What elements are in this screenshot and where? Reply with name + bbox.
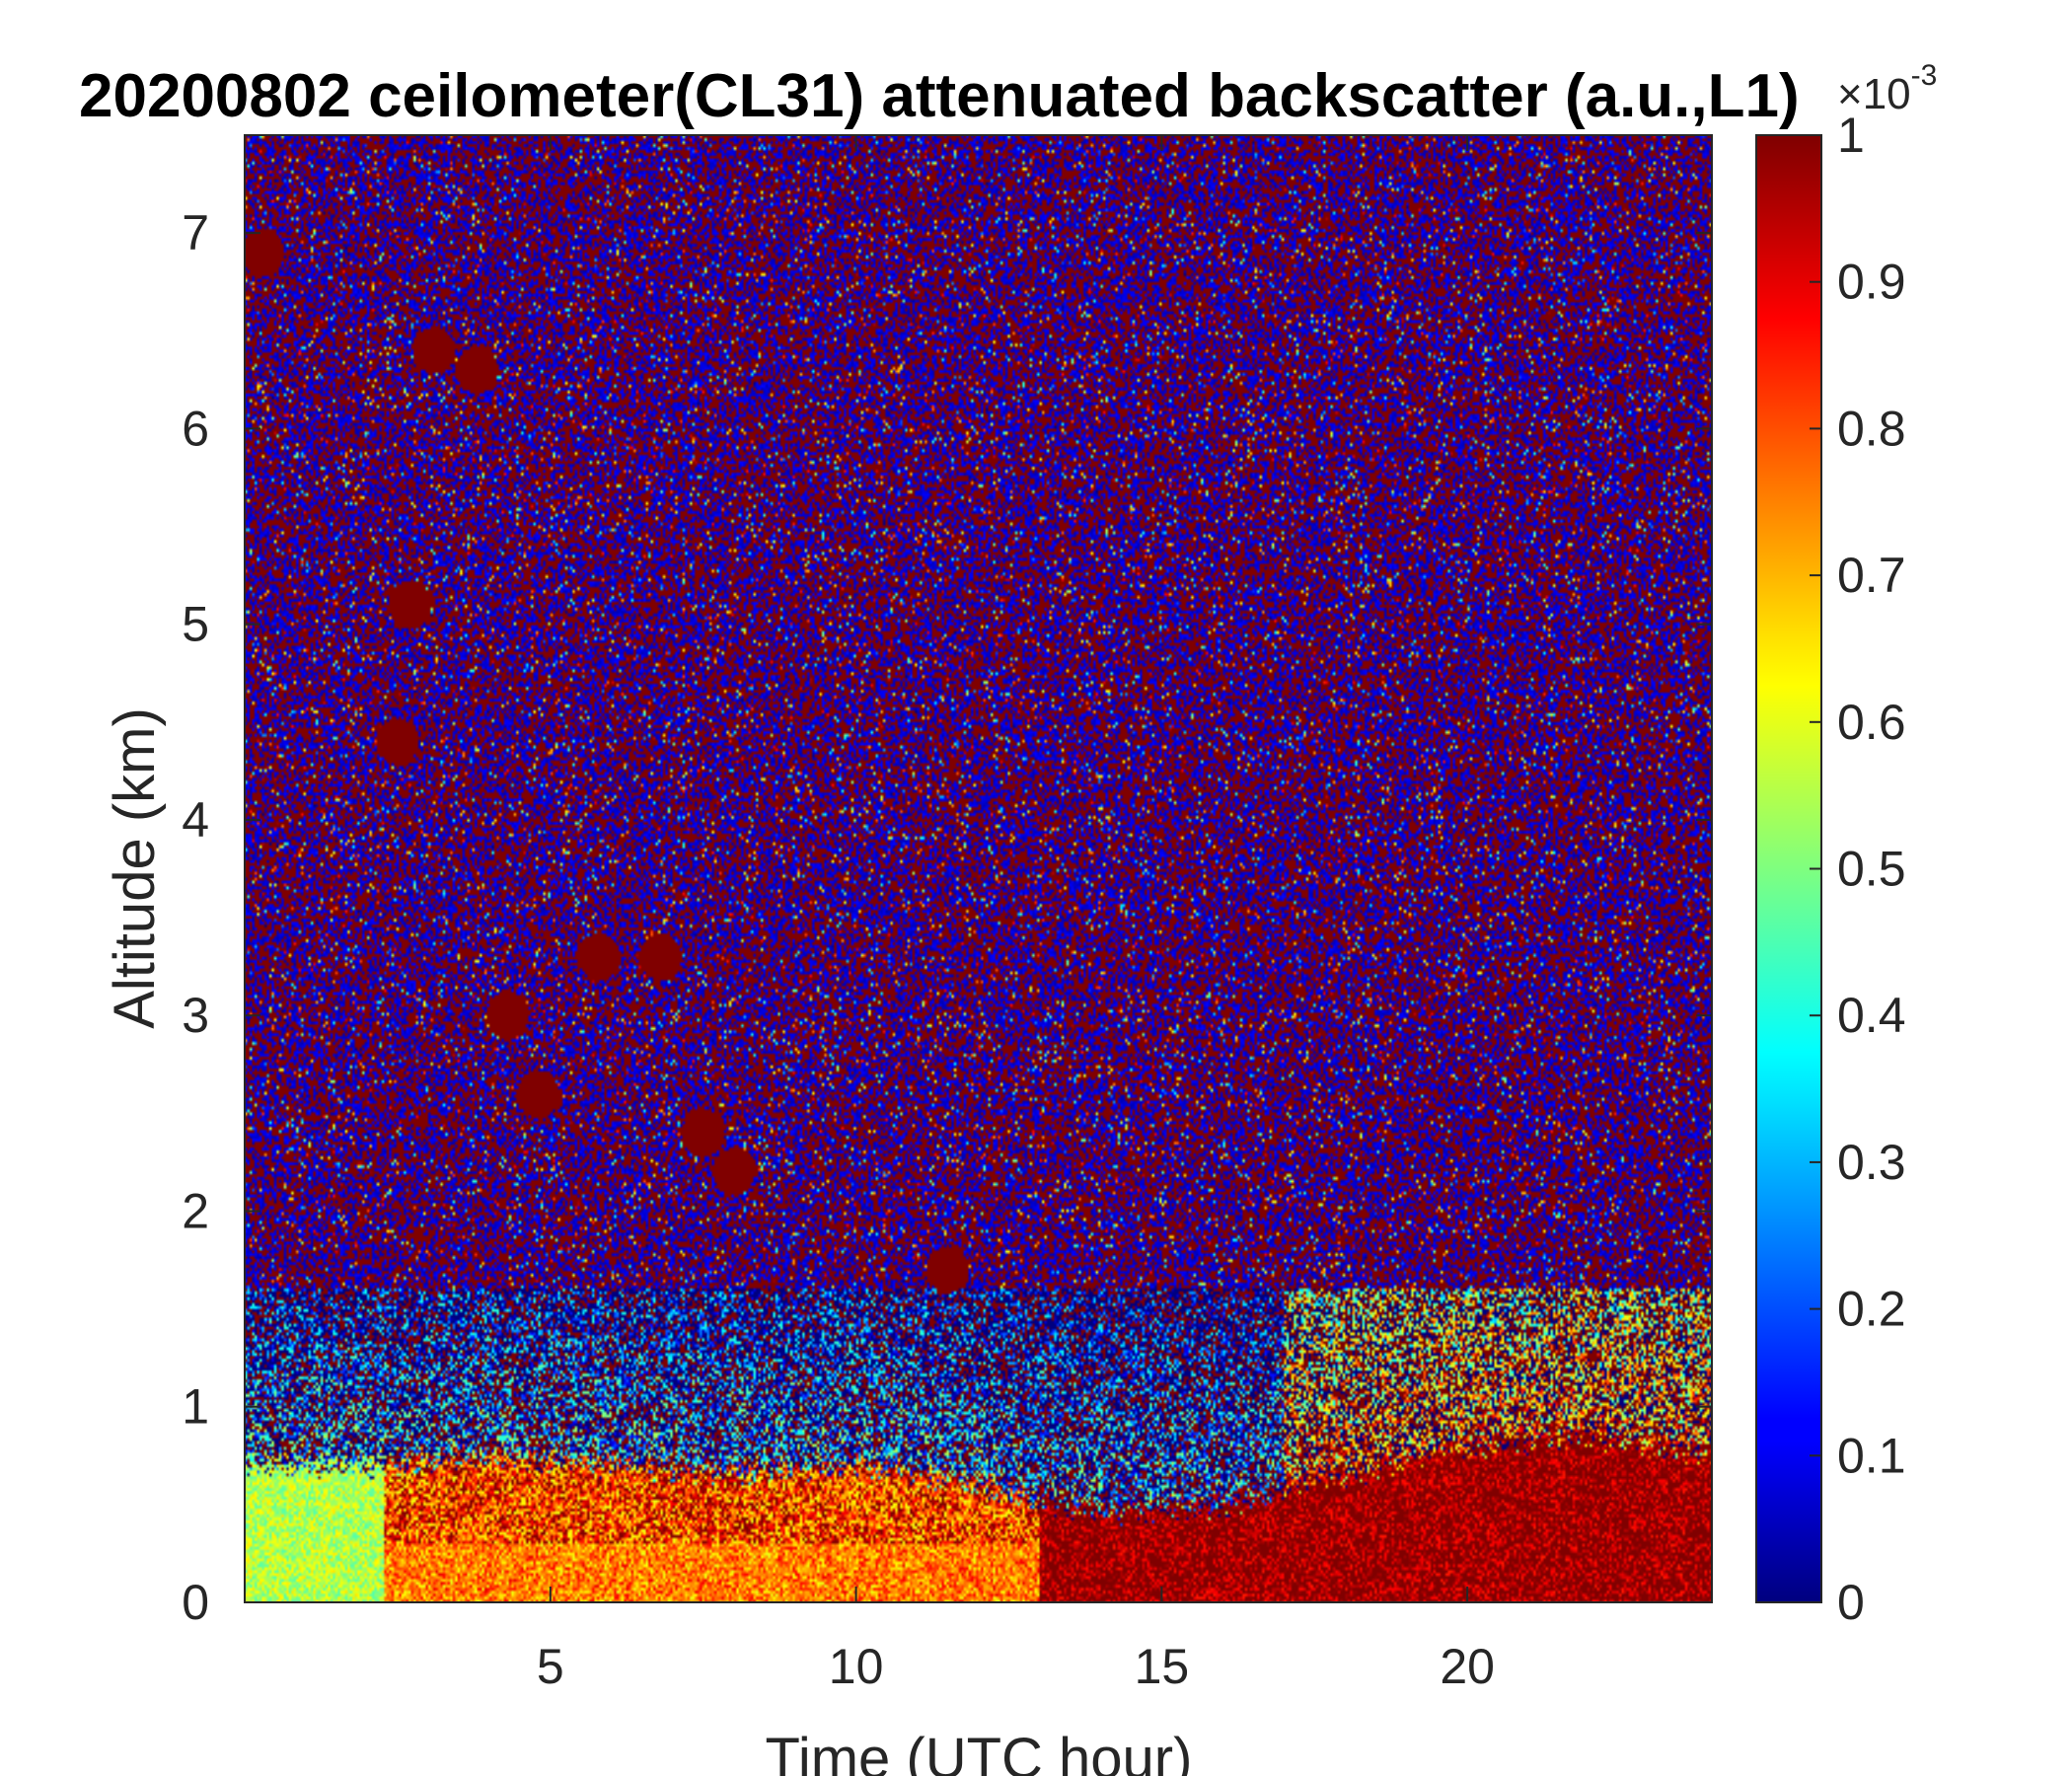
- colorbar-exponent-power: -3: [1911, 59, 1938, 92]
- y-tick-label: 7: [182, 205, 209, 260]
- y-tick-label: 4: [182, 792, 209, 848]
- backscatter-heatmap: [245, 135, 1712, 1602]
- colorbar-tick-label: 0.4: [1837, 988, 1906, 1043]
- colorbar-exponent: ×10-3: [1837, 59, 1937, 118]
- colorbar: 0 0.1 0.2 0.3 0.4 0.5 0.6 0.7 0.8 0.9 1 ×10-3: [1755, 59, 1937, 1630]
- x-tick-label: 15: [1135, 1639, 1190, 1694]
- y-axis-label: Altitude (km): [103, 707, 167, 1029]
- y-tick-label: 6: [182, 401, 209, 456]
- x-tick-label: 10: [829, 1639, 884, 1694]
- y-axis: 0 1 2 3 4 5 6 7: [182, 205, 1712, 1630]
- colorbar-ticks: 0 0.1 0.2 0.3 0.4 0.5 0.6 0.7 0.8 0.9 1: [1810, 108, 1906, 1630]
- x-tick-label: 20: [1440, 1639, 1495, 1694]
- x-axis-label: Time (UTC hour): [766, 1727, 1193, 1776]
- plot-area: [244, 134, 1713, 1603]
- colorbar-tick-label: 0.5: [1837, 842, 1906, 897]
- colorbar-tick-label: 0.1: [1837, 1428, 1906, 1483]
- colorbar-tick-label: 0.9: [1837, 255, 1906, 310]
- colorbar-tick-label: 0.3: [1837, 1135, 1906, 1190]
- chart-title: 20200802 ceilometer(CL31) attenuated bac…: [79, 62, 1800, 130]
- plot-frame: [244, 134, 1713, 1603]
- colorbar-tick-label: 0.7: [1837, 548, 1906, 603]
- colorbar-tick-label: 0.8: [1837, 401, 1906, 456]
- colorbar-tick-label: 0: [1837, 1575, 1865, 1630]
- colorbar-tick-label: 0.6: [1837, 695, 1906, 750]
- colorbar-tick-label: 0.2: [1837, 1282, 1906, 1337]
- y-tick-label: 2: [182, 1183, 209, 1238]
- y-tick-label: 1: [182, 1379, 209, 1435]
- x-axis: 5 10 15 20: [537, 135, 1495, 1694]
- x-tick-label: 5: [537, 1639, 564, 1694]
- y-tick-label: 5: [182, 597, 209, 652]
- colorbar-exponent-base: ×10: [1837, 70, 1911, 118]
- y-tick-label: 3: [182, 988, 209, 1043]
- y-tick-label: 0: [182, 1575, 209, 1630]
- colorbar-tick-label: 1: [1837, 108, 1865, 163]
